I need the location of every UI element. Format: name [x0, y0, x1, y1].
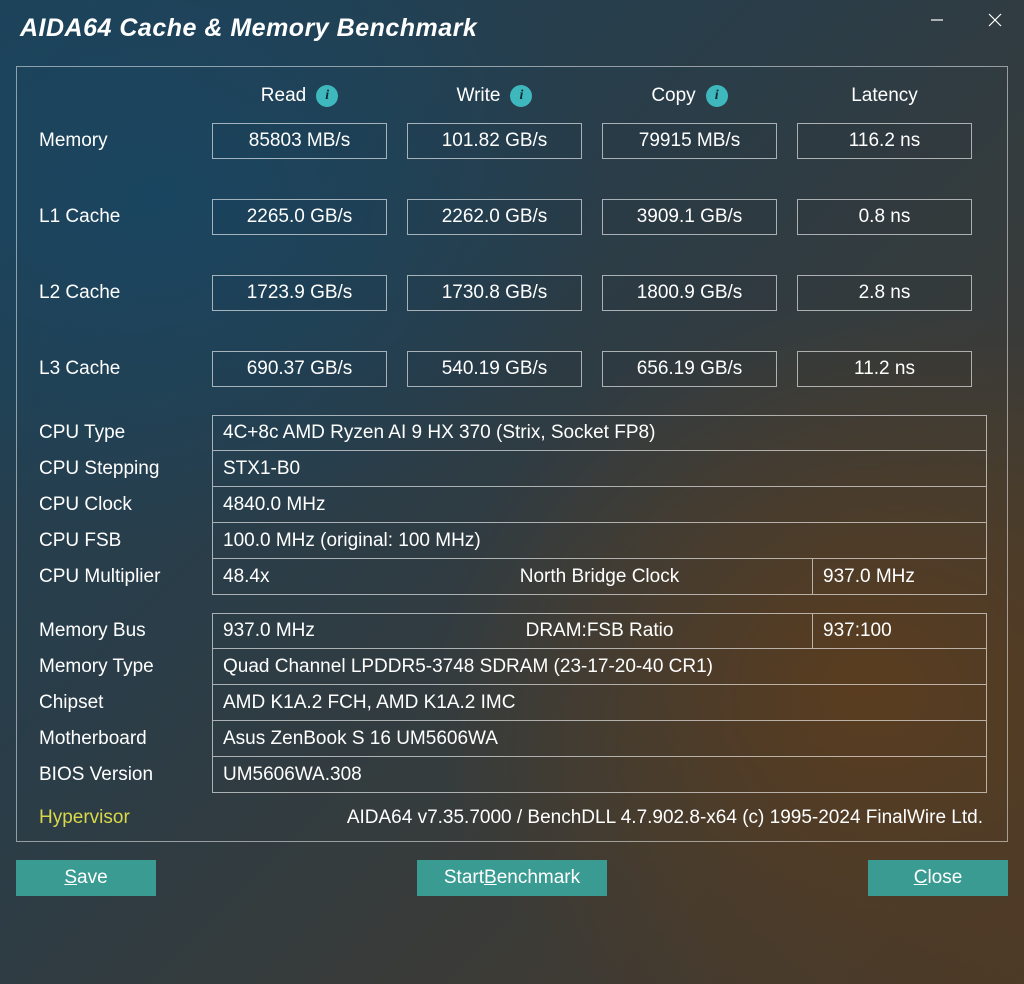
l2-write: 1730.8 GB/s	[407, 275, 582, 311]
row-label: L2 Cache	[37, 282, 212, 304]
dram-fsb-label: DRAM:FSB Ratio	[387, 613, 812, 649]
row-label: L3 Cache	[37, 358, 212, 380]
minimize-icon	[930, 13, 944, 27]
l1-read: 2265.0 GB/s	[212, 199, 387, 235]
l3-latency: 11.2 ns	[797, 351, 972, 387]
motherboard-label: Motherboard	[37, 721, 212, 757]
l3-copy: 656.19 GB/s	[602, 351, 777, 387]
row-label: Memory	[37, 130, 212, 152]
cpu-stepping-label: CPU Stepping	[37, 451, 212, 487]
cpu-multiplier-value: 48.4x	[212, 559, 387, 595]
memory-read: 85803 MB/s	[212, 123, 387, 159]
row-l3: L3 Cache 690.37 GB/s 540.19 GB/s 656.19 …	[37, 351, 987, 387]
start-benchmark-button[interactable]: Start Benchmark	[417, 860, 607, 896]
cpu-fsb-label: CPU FSB	[37, 523, 212, 559]
cpu-stepping-value: STX1-B0	[212, 451, 987, 487]
minimize-button[interactable]	[908, 0, 966, 40]
dram-fsb-value: 937:100	[812, 613, 987, 649]
l3-read: 690.37 GB/s	[212, 351, 387, 387]
system-info: CPU Type 4C+8c AMD Ryzen AI 9 HX 370 (St…	[37, 415, 987, 793]
content-frame: Read i Write i Copy i Latency Memory 858…	[16, 66, 1008, 842]
north-bridge-label: North Bridge Clock	[387, 559, 812, 595]
l1-write: 2262.0 GB/s	[407, 199, 582, 235]
footer: Hypervisor AIDA64 v7.35.7000 / BenchDLL …	[37, 807, 987, 829]
cpu-fsb-value: 100.0 MHz (original: 100 MHz)	[212, 523, 987, 559]
row-memory: Memory 85803 MB/s 101.82 GB/s 79915 MB/s…	[37, 123, 987, 159]
l1-copy: 3909.1 GB/s	[602, 199, 777, 235]
cpu-type-label: CPU Type	[37, 415, 212, 451]
memory-bus-value: 937.0 MHz	[212, 613, 387, 649]
window-controls	[908, 0, 1024, 40]
memory-bus-label: Memory Bus	[37, 613, 212, 649]
l3-write: 540.19 GB/s	[407, 351, 582, 387]
memory-latency: 116.2 ns	[797, 123, 972, 159]
row-label: L1 Cache	[37, 206, 212, 228]
motherboard-value: Asus ZenBook S 16 UM5606WA	[212, 721, 987, 757]
cpu-clock-label: CPU Clock	[37, 487, 212, 523]
chipset-value: AMD K1A.2 FCH, AMD K1A.2 IMC	[212, 685, 987, 721]
memory-type-label: Memory Type	[37, 649, 212, 685]
close-window-button[interactable]	[966, 0, 1024, 40]
window-title: AIDA64 Cache & Memory Benchmark	[20, 14, 477, 43]
titlebar: AIDA64 Cache & Memory Benchmark	[0, 0, 1024, 56]
header-copy: Copy i	[602, 85, 777, 107]
header-row: Read i Write i Copy i Latency	[37, 85, 987, 107]
info-icon[interactable]: i	[706, 85, 728, 107]
north-bridge-value: 937.0 MHz	[812, 559, 987, 595]
header-read: Read i	[212, 85, 387, 107]
l2-read: 1723.9 GB/s	[212, 275, 387, 311]
memory-write: 101.82 GB/s	[407, 123, 582, 159]
l2-latency: 2.8 ns	[797, 275, 972, 311]
row-l1: L1 Cache 2265.0 GB/s 2262.0 GB/s 3909.1 …	[37, 199, 987, 235]
hypervisor-label: Hypervisor	[37, 807, 212, 829]
cpu-multiplier-label: CPU Multiplier	[37, 559, 212, 595]
memory-copy: 79915 MB/s	[602, 123, 777, 159]
header-write: Write i	[407, 85, 582, 107]
header-latency: Latency	[797, 85, 972, 107]
button-bar: Save Start Benchmark Close	[0, 850, 1024, 896]
l2-copy: 1800.9 GB/s	[602, 275, 777, 311]
l1-latency: 0.8 ns	[797, 199, 972, 235]
cpu-clock-value: 4840.0 MHz	[212, 487, 987, 523]
info-icon[interactable]: i	[510, 85, 532, 107]
close-button[interactable]: Close	[868, 860, 1008, 896]
bios-value: UM5606WA.308	[212, 757, 987, 793]
save-button[interactable]: Save	[16, 860, 156, 896]
row-l2: L2 Cache 1723.9 GB/s 1730.8 GB/s 1800.9 …	[37, 275, 987, 311]
memory-type-value: Quad Channel LPDDR5-3748 SDRAM (23-17-20…	[212, 649, 987, 685]
cpu-type-value: 4C+8c AMD Ryzen AI 9 HX 370 (Strix, Sock…	[212, 415, 987, 451]
close-icon	[988, 13, 1002, 27]
info-icon[interactable]: i	[316, 85, 338, 107]
version-text: AIDA64 v7.35.7000 / BenchDLL 4.7.902.8-x…	[212, 807, 987, 829]
chipset-label: Chipset	[37, 685, 212, 721]
bios-label: BIOS Version	[37, 757, 212, 793]
